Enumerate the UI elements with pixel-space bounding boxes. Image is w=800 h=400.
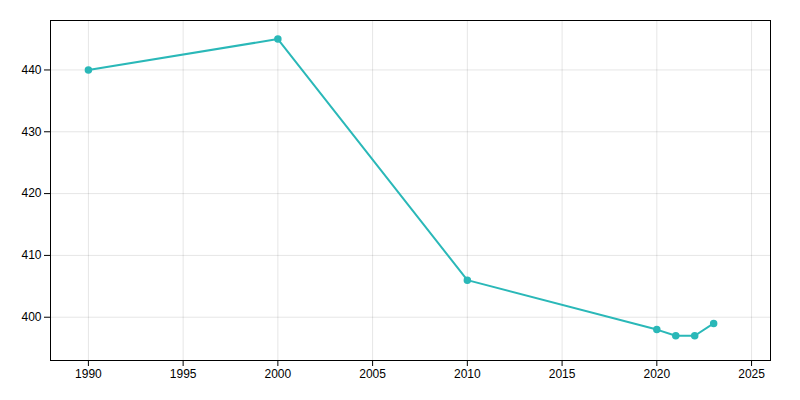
svg-text:1995: 1995 — [170, 367, 197, 381]
svg-text:2005: 2005 — [359, 367, 386, 381]
svg-text:2010: 2010 — [454, 367, 481, 381]
svg-text:420: 420 — [21, 186, 41, 200]
svg-text:410: 410 — [21, 248, 41, 262]
svg-text:440: 440 — [21, 63, 41, 77]
svg-text:400: 400 — [21, 310, 41, 324]
svg-text:430: 430 — [21, 125, 41, 139]
svg-text:2020: 2020 — [643, 367, 670, 381]
svg-text:2000: 2000 — [265, 367, 292, 381]
svg-text:2015: 2015 — [549, 367, 576, 381]
svg-text:1990: 1990 — [75, 367, 102, 381]
svg-text:2025: 2025 — [738, 367, 765, 381]
